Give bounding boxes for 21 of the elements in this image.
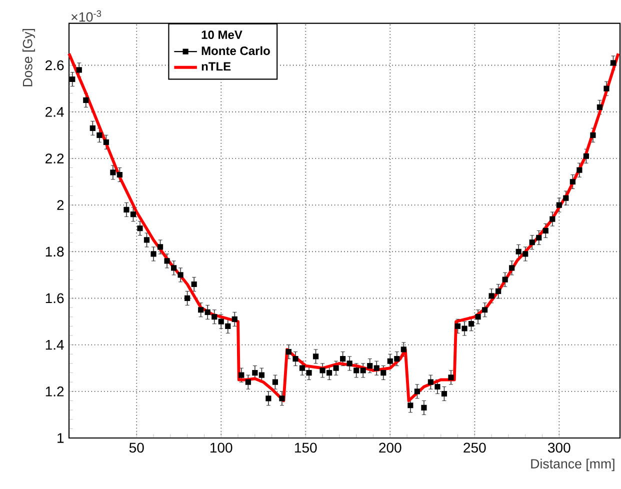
x-tick-label: 250: [464, 442, 486, 453]
y-tick-label: 2.4: [46, 106, 64, 117]
text: ×10$^{-3}$: [72, 10, 102, 22]
x-tick-label: 300: [548, 442, 570, 453]
x-axis-title: Distance [mm]: [531, 458, 614, 472]
y-tick-label: 1.2: [46, 386, 64, 396]
y-tick-label: 1.8: [46, 246, 64, 257]
y-tick-label: 2.2: [46, 154, 64, 164]
y-axis-title: Dose [Gy]: [22, 29, 35, 86]
y-tick-label: 1.4: [46, 340, 64, 350]
legend-title: 10 MeV: [202, 30, 242, 40]
x-tick-label: 200: [379, 442, 402, 453]
y-tick-label: 2: [57, 200, 64, 210]
x-tick-label: 50: [129, 442, 144, 453]
legend-label: nTLE: [202, 62, 231, 71]
legend-label: Monte Carlo: [202, 46, 270, 56]
y-tick-label: 1.6: [46, 293, 64, 304]
y-tick-label: 2.6: [46, 60, 64, 70]
x-tick-label: 150: [295, 442, 317, 453]
y-tick-label: 1: [58, 433, 64, 443]
x-tick-label: 100: [210, 442, 232, 453]
